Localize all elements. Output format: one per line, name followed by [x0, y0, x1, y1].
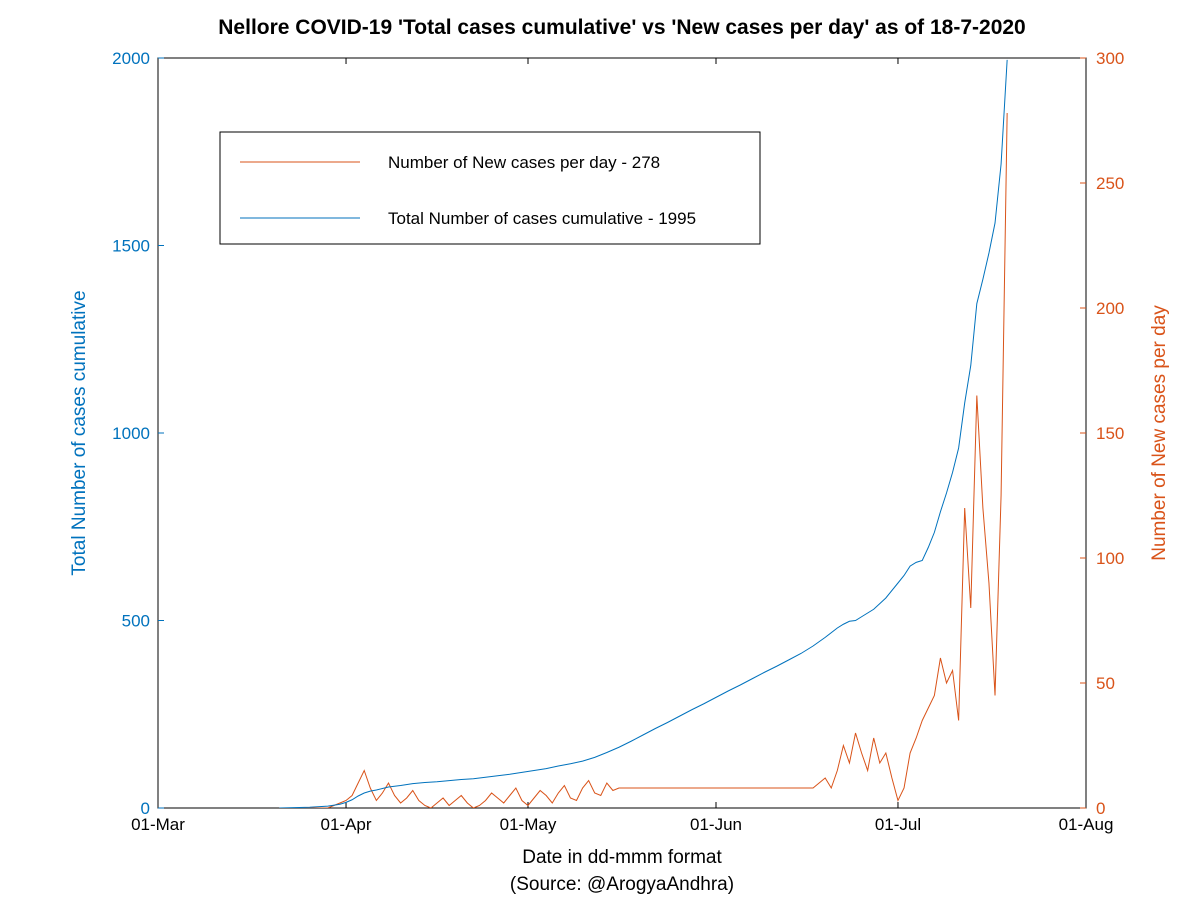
y-right-axis-label: Number of New cases per day [1149, 305, 1170, 561]
x-tick-label: 01-May [500, 815, 557, 834]
y-left-axis-label: Total Number of cases cumulative [69, 290, 90, 575]
x-tick-label: 01-Apr [321, 815, 372, 834]
y-right-tick-label: 150 [1096, 424, 1124, 443]
y-right-tick-label: 50 [1096, 674, 1115, 693]
y-right-tick-label: 100 [1096, 549, 1124, 568]
x-tick-label: 01-Jul [875, 815, 921, 834]
x-axis-label: Date in dd-mmm format [522, 847, 722, 868]
chart-container: Nellore COVID-19 'Total cases cumulative… [0, 0, 1200, 900]
y-right-tick-label: 300 [1096, 49, 1124, 68]
y-right-tick-label: 0 [1096, 799, 1105, 818]
y-right-tick-label: 200 [1096, 299, 1124, 318]
y-left-tick-label: 1500 [112, 237, 150, 256]
x-tick-label: 01-Mar [131, 815, 185, 834]
y-left-tick-label: 0 [141, 799, 150, 818]
y-left-tick-label: 1000 [112, 424, 150, 443]
y-left-tick-label: 2000 [112, 49, 150, 68]
y-right-tick-label: 250 [1096, 174, 1124, 193]
x-axis-sublabel: (Source: @ArogyaAndhra) [510, 874, 734, 895]
legend-label: Total Number of cases cumulative - 1995 [388, 209, 696, 228]
covid-dual-axis-chart: Nellore COVID-19 'Total cases cumulative… [0, 0, 1200, 900]
x-tick-label: 01-Jun [690, 815, 742, 834]
legend-label: Number of New cases per day - 278 [388, 153, 660, 172]
chart-title: Nellore COVID-19 'Total cases cumulative… [218, 16, 1025, 39]
y-left-tick-label: 500 [122, 612, 150, 631]
